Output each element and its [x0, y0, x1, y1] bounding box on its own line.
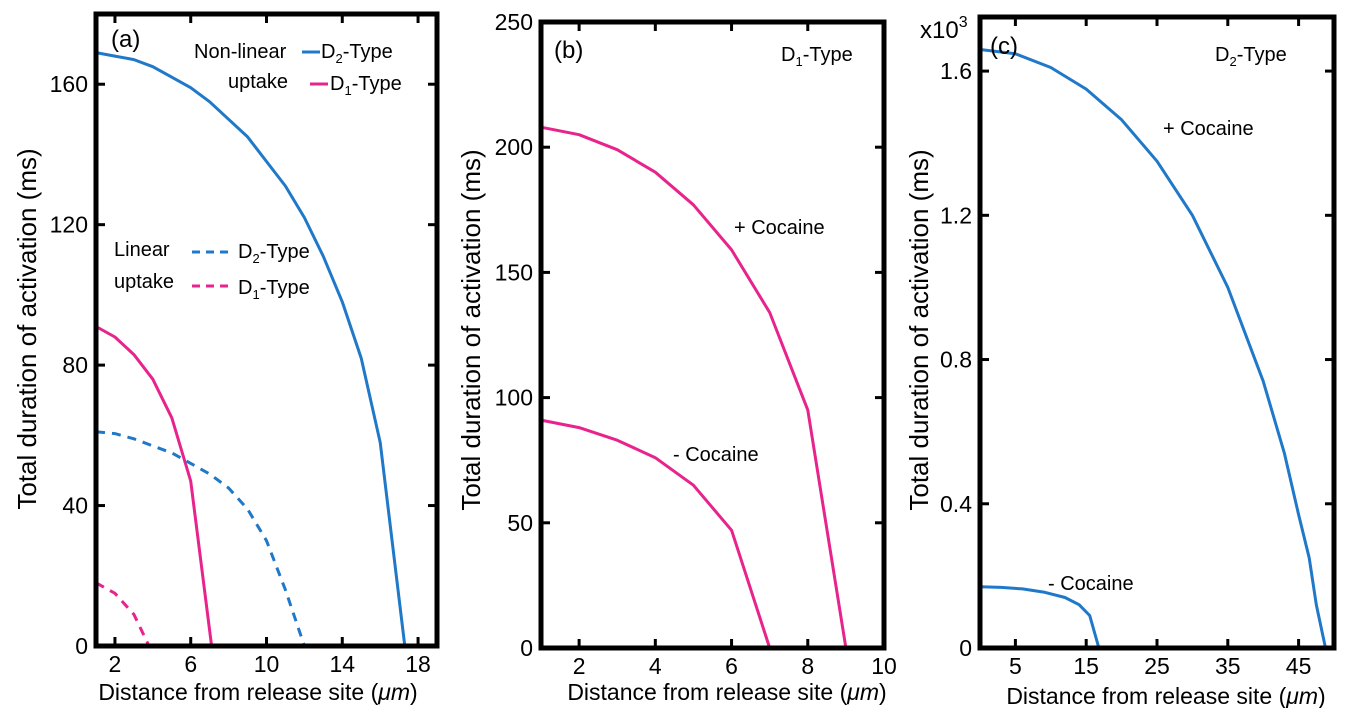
x-tick-label: 8: [801, 653, 814, 679]
x-tick-label: 45: [1286, 653, 1312, 679]
y-tick-label: 0: [75, 633, 88, 659]
x-tick-label: 25: [1144, 653, 1170, 679]
panel-label-a: (a): [111, 26, 140, 53]
y-tick-label: 250: [495, 9, 533, 35]
x-axis-label-close: ): [410, 679, 418, 705]
y-tick-label: 50: [507, 510, 533, 536]
x-tick-label: 5: [1009, 653, 1022, 679]
x-tick-label: 2: [109, 651, 122, 677]
label-minus-cocaine-b: - Cocaine: [673, 444, 759, 466]
plot-frame-c: [977, 14, 1337, 651]
label-plus-cocaine-c: + Cocaine: [1163, 118, 1254, 140]
y-tick-label: 0: [959, 635, 972, 661]
legend-entry-nonlinear-d2: D2-Type: [321, 41, 393, 66]
legend-linear-label-line1: Linear: [114, 239, 170, 261]
y-tick-label: 80: [62, 352, 88, 378]
x-axis-label-close: ): [1318, 683, 1326, 708]
panel-label-b: (b): [554, 37, 583, 64]
series-line-non-linear-uptake-d1-type: [95, 325, 214, 647]
legend-entry-nonlinear-d1: D1-Type: [330, 73, 402, 98]
scale-note-c: x103: [920, 14, 968, 44]
x-axis-label-unit: μm: [1285, 683, 1318, 708]
series-c: [979, 48, 1327, 649]
x-tick-label: 6: [184, 651, 197, 677]
x-axis-label: Distance from release site (μm): [567, 679, 886, 705]
series-line-cocaine: [540, 418, 772, 649]
y-axis-label: Total duration of activation (ms): [12, 148, 42, 509]
ticks-a: 2 6 10 14 18 0 40 80 120 160: [50, 14, 437, 677]
panel-a: Total duration of activation (ms) Distan…: [12, 11, 440, 705]
x-tick-label: 14: [329, 651, 355, 677]
y-tick-label: 120: [50, 212, 88, 238]
label-plus-cocaine-b: + Cocaine: [734, 217, 825, 239]
x-tick-label: 10: [254, 651, 280, 677]
x-axis-label: Distance from release site (μm): [1006, 683, 1325, 708]
y-axis-label: Total duration of activation (ms): [904, 149, 934, 510]
plot-frame-b: [538, 19, 887, 651]
panel-b: Total duration of activation (ms) Distan…: [456, 9, 897, 705]
x-axis-label-unit: μm: [846, 679, 879, 705]
x-tick-label: 4: [649, 653, 662, 679]
series-line-linear-uptake-d1-type: [95, 581, 151, 647]
legend-entry-linear-d2: D2-Type: [238, 241, 310, 266]
x-tick-label: 6: [725, 653, 738, 679]
panel-c: Total duration of activation (ms) Distan…: [904, 14, 1337, 708]
legend-nonlinear-label-line2: uptake: [228, 71, 288, 93]
label-minus-cocaine-c: - Cocaine: [1048, 573, 1134, 595]
panel-label-c: (c): [990, 33, 1018, 60]
legend-entry-linear-d1: D1-Type: [238, 277, 310, 302]
y-tick-label: 0: [520, 635, 533, 661]
y-tick-label: 0.8: [940, 347, 972, 373]
y-tick-label: 150: [495, 259, 533, 285]
legend-nonlinear-label-line1: Non-linear: [194, 41, 287, 63]
y-tick-label: 200: [495, 134, 533, 160]
y-axis-label: Total duration of activation (ms): [456, 149, 486, 510]
series-line-linear-uptake-d2-type: [95, 430, 306, 647]
series-line-cocaine: [979, 48, 1327, 649]
title-b: D1-Type: [781, 44, 853, 69]
series-line-cocaine: [540, 125, 848, 649]
legend-linear-label-line2: uptake: [114, 271, 174, 293]
y-tick-label: 40: [62, 493, 88, 519]
x-axis-label-text: Distance from release site (: [1006, 683, 1286, 708]
x-axis-label-unit: μm: [377, 679, 410, 705]
x-tick-label: 18: [405, 651, 431, 677]
x-axis-label-text: Distance from release site (: [567, 679, 847, 705]
ticks-c: 5 15 25 35 45 0 0.4 0.8 1.2 1.6: [940, 17, 1334, 679]
y-tick-label: 0.4: [940, 491, 972, 517]
x-tick-label: 10: [871, 653, 897, 679]
x-axis-label-text: Distance from release site (: [98, 679, 378, 705]
series-a: [95, 51, 407, 647]
x-tick-label: 2: [573, 653, 586, 679]
series-b: [540, 125, 848, 649]
x-tick-label: 35: [1215, 653, 1241, 679]
y-tick-label: 160: [50, 71, 88, 97]
y-tick-label: 100: [495, 385, 533, 411]
x-tick-label: 15: [1073, 653, 1099, 679]
x-axis-label: Distance from release site (μm): [98, 679, 417, 705]
title-c: D2-Type: [1215, 44, 1287, 69]
x-axis-label-close: ): [879, 679, 887, 705]
series-line-cocaine: [979, 585, 1101, 649]
series-line-non-linear-uptake-d2-type: [95, 51, 407, 647]
y-tick-label: 1.6: [940, 58, 972, 84]
plot-frame-a: [93, 11, 440, 649]
y-tick-label: 1.2: [940, 202, 972, 228]
